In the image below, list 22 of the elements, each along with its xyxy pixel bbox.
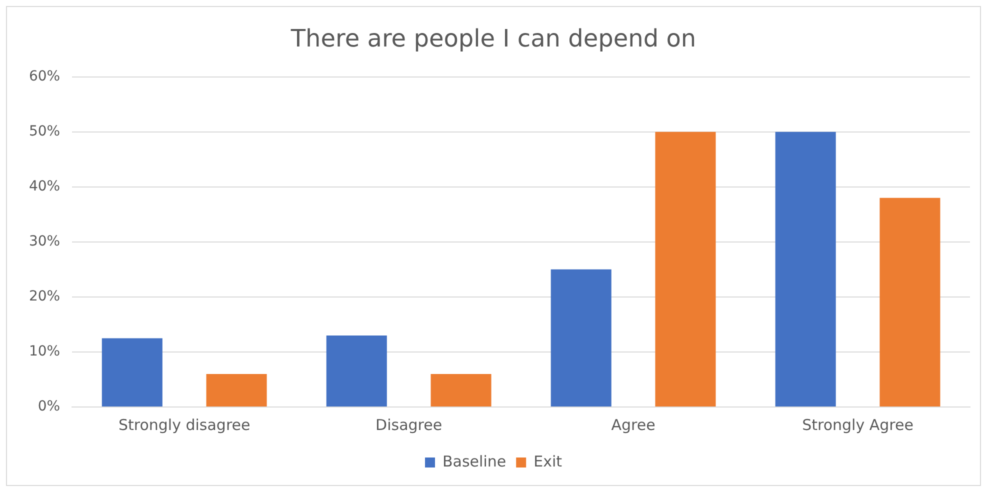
y-tick-label: 10% [28,344,60,360]
y-tick-label: 20% [28,288,60,305]
x-tick-label: Strongly disagree [118,416,250,434]
bar [326,335,387,406]
y-tick-label: 0% [38,398,60,415]
x-tick-label: Strongly Agree [802,416,914,434]
bar [550,269,612,406]
bar [206,374,267,406]
bar [102,338,162,406]
legend-label: Baseline [442,452,506,470]
y-tick-label: 50% [28,123,60,140]
bar [880,198,940,406]
bar [430,374,492,406]
chart-title: There are people I can depend on [290,24,696,53]
x-tick-label: Disagree [376,416,442,434]
y-tick-label: 60% [28,68,60,84]
x-tick-label: Agree [611,416,656,434]
legend-label: Exit [534,452,562,470]
y-tick-label: 30% [28,234,60,250]
y-tick-label: 40% [28,178,60,195]
bar [775,132,836,406]
bar [655,132,716,406]
